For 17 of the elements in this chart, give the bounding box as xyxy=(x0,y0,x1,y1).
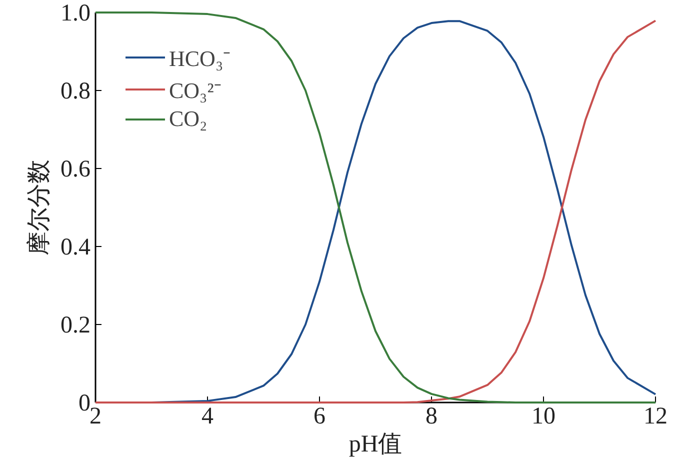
legend-label: HCO₃⁻ xyxy=(169,45,230,72)
x-tick-label: 4 xyxy=(202,404,214,430)
y-tick-label: 0.6 xyxy=(60,156,90,182)
x-tick-label: 10 xyxy=(532,404,556,430)
legend-label: CO₂ xyxy=(169,106,208,132)
y-axis-title: 摩尔分数 xyxy=(26,160,52,256)
x-axis-title: pH值 xyxy=(348,432,402,458)
x-tick-label: 12 xyxy=(644,404,668,430)
x-tick-label: 6 xyxy=(314,404,326,430)
x-tick-label: 8 xyxy=(426,404,438,430)
y-tick-label: 0.2 xyxy=(60,312,90,338)
y-tick-label: 0.4 xyxy=(60,234,90,260)
y-tick-label: 0 xyxy=(78,390,90,416)
x-tick-label: 2 xyxy=(90,404,102,430)
y-tick-label: 0.8 xyxy=(60,78,90,104)
legend-label: CO₃²⁻ xyxy=(169,77,221,104)
y-tick-label: 1.0 xyxy=(60,0,90,26)
